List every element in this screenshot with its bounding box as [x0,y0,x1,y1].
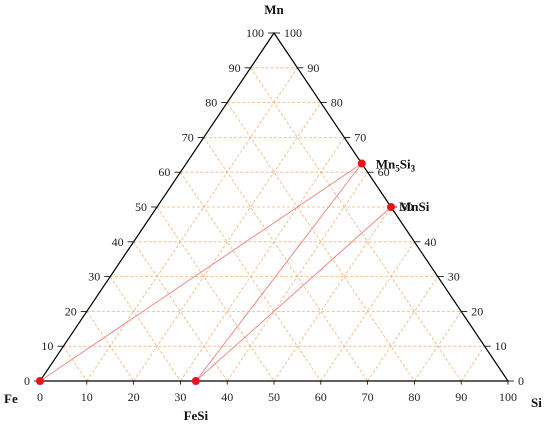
grid-line-fe [109,276,181,382]
fe-tick-label: 90 [307,61,319,75]
point-label-mn5si3: Mn5Si3 [376,157,416,174]
point-label-fesi: FeSi [184,408,209,423]
vertex-label-si: Si [531,395,542,410]
labels: Mn Fe Si FeSi Mn5Si3 MnSi [4,2,542,423]
data-points [36,159,395,385]
grid-line-si [180,137,345,382]
data-point [36,377,44,385]
fe-tick-label: 60 [378,165,390,179]
fe-tick-label: 50 [401,200,413,214]
tie-line [195,206,392,382]
fe-tick-label: 30 [448,270,460,284]
mn-tick-label: 80 [205,96,217,110]
grid-line-fe [86,311,134,382]
vertex-label-fe: Fe [4,391,18,406]
grid-line-fe [250,67,462,382]
tick-labels: 0 10 20 30 40 50 60 70 80 90 100010203040506070809… [24,26,524,404]
vertex-label-mn: Mn [264,2,284,17]
si-tick-label: 100 [499,390,517,404]
mn-tick-label: 100 [246,26,264,40]
si-tick-label: 0 [37,390,43,404]
grid-line-si [320,241,415,382]
si-tick-label: 80 [408,390,420,404]
fe-tick-label: 80 [331,96,343,110]
si-tick-label: 30 [174,390,186,404]
fe-tick-label: 100 [284,26,302,40]
mn-tick-label: 60 [158,165,170,179]
point-label-mnsi: MnSi [399,199,430,214]
grid-line-si [367,276,439,382]
mn-tick-label: 70 [182,130,194,144]
fe-tick-label: 40 [424,235,436,249]
mn-tick-label: 50 [135,200,147,214]
grid-line-si [460,345,485,382]
grid-lines [63,67,485,382]
si-tick-label: 60 [315,390,327,404]
mn-tick-label: 0 [24,374,30,388]
data-point [387,203,395,211]
si-tick-label: 70 [362,390,374,404]
grid-line-fe [63,345,88,382]
data-point [191,377,200,385]
si-tick-label: 40 [221,390,233,404]
fe-tick-label: 70 [354,130,366,144]
grid-line-si [86,67,298,382]
grid-line-si [133,102,322,382]
fe-tick-label: 10 [495,339,507,353]
fe-tick-label: 0 [518,374,524,388]
grid-line-fe [133,241,228,382]
mn-tick-label: 20 [65,304,77,318]
si-tick-label: 10 [81,390,93,404]
fe-tick-label: 20 [471,304,483,318]
si-tick-label: 90 [455,390,467,404]
mn-tick-label: 10 [41,339,53,353]
si-tick-label: 50 [268,390,280,404]
tie-line [39,163,363,382]
mn-tick-label: 40 [112,235,124,249]
tie-lines [39,163,392,382]
grid-line-si [414,311,462,382]
grid-line-fe [203,137,368,382]
tie-line [195,163,363,382]
mn-tick-label: 90 [229,61,241,75]
mn-tick-label: 30 [88,270,100,284]
data-point [357,159,366,168]
si-tick-label: 20 [128,390,140,404]
grid-line-si [273,206,392,382]
